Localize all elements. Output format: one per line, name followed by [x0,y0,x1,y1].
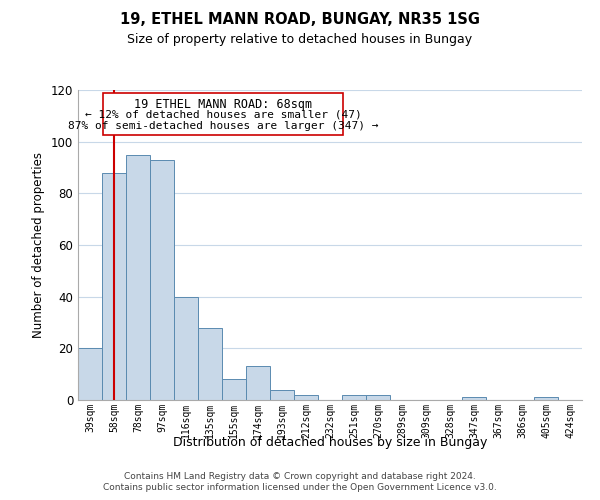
Bar [366,395,390,400]
Bar [174,296,198,400]
Text: Contains public sector information licensed under the Open Government Licence v3: Contains public sector information licen… [103,484,497,492]
Bar [462,398,486,400]
Text: 19, ETHEL MANN ROAD, BUNGAY, NR35 1SG: 19, ETHEL MANN ROAD, BUNGAY, NR35 1SG [120,12,480,28]
Bar [198,328,222,400]
Bar [78,348,102,400]
Y-axis label: Number of detached properties: Number of detached properties [32,152,45,338]
Bar [126,154,150,400]
Bar [534,398,558,400]
Text: Size of property relative to detached houses in Bungay: Size of property relative to detached ho… [127,32,473,46]
Bar [103,92,343,135]
Text: ← 12% of detached houses are smaller (47): ← 12% of detached houses are smaller (47… [85,110,362,120]
Text: Contains HM Land Registry data © Crown copyright and database right 2024.: Contains HM Land Registry data © Crown c… [124,472,476,481]
Text: 87% of semi-detached houses are larger (347) →: 87% of semi-detached houses are larger (… [68,121,379,131]
Bar [150,160,174,400]
Text: 19 ETHEL MANN ROAD: 68sqm: 19 ETHEL MANN ROAD: 68sqm [134,98,312,110]
Bar [246,366,270,400]
Bar [294,395,318,400]
Bar [102,172,126,400]
Bar [342,395,366,400]
Bar [270,390,294,400]
Text: Distribution of detached houses by size in Bungay: Distribution of detached houses by size … [173,436,487,449]
Bar [222,380,246,400]
